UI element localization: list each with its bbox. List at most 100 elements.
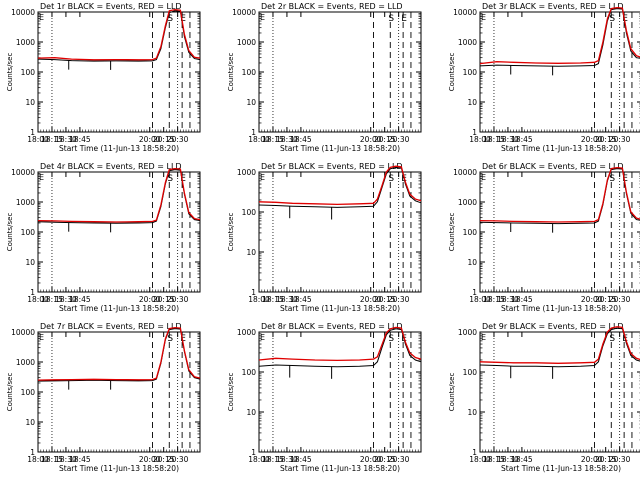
x-tick-label: 18:00 bbox=[469, 295, 491, 304]
x-tick-label: 18:00 bbox=[27, 295, 49, 304]
x-tick-label: 18:15 bbox=[483, 295, 505, 304]
y-tick-label: 10 bbox=[246, 98, 256, 107]
x-tick-label: 20:00 bbox=[360, 295, 382, 304]
event-marker-left: E bbox=[481, 173, 486, 182]
x-tick-label: 20:30 bbox=[609, 135, 631, 144]
event-marker-left: E bbox=[260, 333, 265, 342]
y-tick-label: 100 bbox=[463, 68, 478, 77]
panel-det-4: Det 4r BLACK = Events, RED = LLD 1 10 100 10… bbox=[6, 162, 201, 313]
event-marker-e: E bbox=[622, 174, 628, 184]
x-axis-label: Start Time (11-Jun-13 18:58:20) bbox=[280, 464, 400, 473]
y-tick-label: 1000 bbox=[16, 38, 35, 47]
x-tick-label: 20:15 bbox=[595, 455, 617, 464]
y-tick-label: 1000 bbox=[237, 168, 256, 177]
y-tick-label: 10 bbox=[246, 248, 256, 257]
panel-det-6: Det 6r BLACK = Events, RED = LLD 1 10 100 10… bbox=[448, 162, 640, 313]
x-axis-label: Start Time (11-Jun-13 18:58:20) bbox=[501, 304, 621, 313]
series-line-lld bbox=[479, 166, 640, 223]
x-tick-label: 18:30 bbox=[55, 295, 77, 304]
x-tick-label: 20:00 bbox=[139, 135, 161, 144]
x-tick-label: 18:00 bbox=[469, 455, 491, 464]
x-tick-label: 20:15 bbox=[374, 295, 396, 304]
y-tick-label: 100 bbox=[21, 388, 36, 397]
x-tick-label: 20:30 bbox=[609, 455, 631, 464]
x-tick-label: 18:00 bbox=[248, 295, 270, 304]
event-marker-s: S bbox=[167, 174, 173, 184]
x-tick-label: 18:15 bbox=[262, 295, 284, 304]
panel-title: Det 7r BLACK = Events, RED = LLD bbox=[40, 322, 182, 331]
y-axis-label: Counts/sec bbox=[227, 53, 235, 92]
x-tick-label: 20:15 bbox=[374, 455, 396, 464]
y-tick-label: 10000 bbox=[232, 8, 256, 17]
y-tick-label: 100 bbox=[242, 68, 257, 77]
panel-det-1: Det 1r BLACK = Events, RED = LLD 1 10 100 10… bbox=[6, 2, 201, 153]
panel-title: Det 2r BLACK = Events, RED = LLD bbox=[261, 2, 403, 11]
event-marker-s: S bbox=[388, 174, 394, 184]
y-tick-label: 1000 bbox=[237, 328, 256, 337]
x-tick-label: 18:45 bbox=[69, 455, 91, 464]
y-axis-label: Counts/sec bbox=[448, 53, 456, 92]
x-tick-label: 18:30 bbox=[276, 455, 298, 464]
x-tick-label: 18:30 bbox=[55, 455, 77, 464]
y-tick-label: 10000 bbox=[11, 168, 35, 177]
event-marker-left: E bbox=[481, 333, 486, 342]
event-marker-s: S bbox=[167, 334, 173, 344]
event-marker-e: E bbox=[180, 174, 186, 184]
x-tick-label: 18:30 bbox=[276, 295, 298, 304]
panel-det-5: Det 5r BLACK = Events, RED = LLD 1 10 100 10… bbox=[227, 162, 422, 313]
x-tick-label: 20:30 bbox=[388, 455, 410, 464]
x-tick-label: 18:15 bbox=[483, 455, 505, 464]
x-tick-label: 20:30 bbox=[388, 135, 410, 144]
x-tick-label: 20:00 bbox=[581, 455, 603, 464]
x-tick-label: 20:00 bbox=[581, 295, 603, 304]
x-tick-label: 18:30 bbox=[497, 135, 519, 144]
event-marker-left: E bbox=[39, 13, 44, 22]
series-line-lld bbox=[258, 165, 422, 206]
x-tick-label: 18:15 bbox=[262, 135, 284, 144]
y-tick-label: 10 bbox=[25, 98, 35, 107]
x-tick-label: 18:30 bbox=[497, 455, 519, 464]
x-tick-label: 20:30 bbox=[388, 295, 410, 304]
series-line-lld bbox=[37, 167, 201, 223]
y-tick-label: 100 bbox=[242, 368, 257, 377]
panel-det-8: Det 8r BLACK = Events, RED = LLD 1 10 100 10… bbox=[227, 322, 422, 473]
y-tick-label: 1 bbox=[472, 128, 477, 137]
y-tick-label: 10 bbox=[467, 98, 477, 107]
x-tick-label: 18:30 bbox=[276, 135, 298, 144]
x-tick-label: 18:30 bbox=[497, 295, 519, 304]
y-tick-label: 1000 bbox=[458, 328, 477, 337]
series-line-lld bbox=[479, 326, 640, 364]
y-tick-label: 10000 bbox=[11, 328, 35, 337]
panel-det-9: Det 9r BLACK = Events, RED = LLD 1 10 100 10… bbox=[448, 322, 640, 473]
event-marker-left: E bbox=[39, 333, 44, 342]
y-tick-label: 1 bbox=[30, 128, 35, 137]
x-axis-label: Start Time (11-Jun-13 18:58:20) bbox=[59, 464, 179, 473]
x-axis-label: Start Time (11-Jun-13 18:58:20) bbox=[501, 144, 621, 153]
event-marker-s: S bbox=[167, 14, 173, 24]
x-tick-label: 20:30 bbox=[167, 295, 189, 304]
x-tick-label: 20:15 bbox=[595, 295, 617, 304]
series-line-events bbox=[258, 328, 422, 368]
event-marker-s: S bbox=[609, 14, 615, 24]
panel-title: Det 8r BLACK = Events, RED = LLD bbox=[261, 322, 403, 331]
y-tick-label: 100 bbox=[463, 228, 478, 237]
x-tick-label: 20:15 bbox=[595, 135, 617, 144]
x-tick-label: 20:15 bbox=[153, 295, 175, 304]
x-tick-label: 20:30 bbox=[609, 295, 631, 304]
y-tick-label: 1000 bbox=[237, 38, 256, 47]
y-tick-label: 100 bbox=[463, 368, 478, 377]
y-tick-label: 10 bbox=[467, 408, 477, 417]
series-line-lld bbox=[37, 8, 201, 61]
panel-title: Det 9r BLACK = Events, RED = LLD bbox=[482, 322, 624, 331]
x-tick-label: 18:00 bbox=[27, 135, 49, 144]
panel-title: Det 1r BLACK = Events, RED = LLD bbox=[40, 2, 182, 11]
y-tick-label: 10 bbox=[467, 258, 477, 267]
x-tick-label: 20:15 bbox=[153, 455, 175, 464]
panel-det-3: Det 3r BLACK = Events, RED = LLD 1 10 100 10… bbox=[448, 2, 640, 153]
y-tick-label: 1000 bbox=[16, 358, 35, 367]
x-tick-label: 18:00 bbox=[248, 455, 270, 464]
y-tick-label: 10 bbox=[246, 408, 256, 417]
y-axis-label: Counts/sec bbox=[448, 373, 456, 412]
